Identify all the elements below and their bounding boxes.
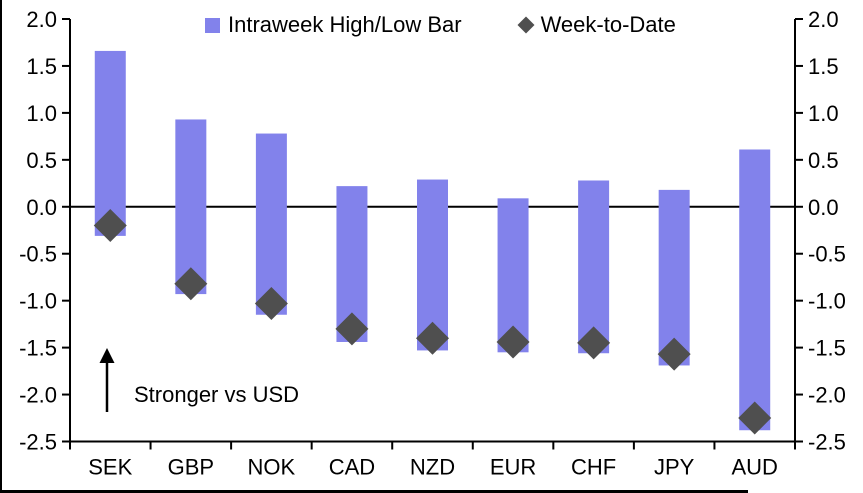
diamond-marker-icon <box>517 16 535 34</box>
annotation-stronger-vs-usd: Stronger vs USD <box>96 348 299 414</box>
y-tick-label-left: -1.0 <box>19 289 57 314</box>
frame-left-border <box>0 0 2 493</box>
bar-SEK <box>94 50 126 236</box>
x-category-label-CAD: CAD <box>329 455 375 480</box>
y-tick-label-left: -2.0 <box>19 383 57 408</box>
y-tick-label-left: 1.5 <box>26 54 57 79</box>
x-category-label-JPY: JPY <box>654 455 695 480</box>
marker-SEK <box>93 209 127 243</box>
y-tick-label-right: 0.0 <box>808 195 839 220</box>
bar-AUD <box>739 149 771 431</box>
marker-JPY <box>657 337 691 371</box>
bar-NOK <box>255 133 287 315</box>
x-category-label-CHF: CHF <box>571 455 616 480</box>
bar-CHF <box>578 180 610 354</box>
x-category-label-SEK: SEK <box>88 455 132 480</box>
y-tick-label-right: -1.0 <box>808 289 846 314</box>
marker-NOK <box>254 286 288 320</box>
y-tick-label-right: 1.0 <box>808 101 839 126</box>
marker-CHF <box>577 326 611 360</box>
legend-label-week-to-date: Week-to-Date <box>540 12 676 37</box>
annotation-text: Stronger vs USD <box>134 382 300 407</box>
marker-NZD <box>416 321 449 355</box>
y-tick-label-left: 2.0 <box>26 7 57 32</box>
x-category-label-EUR: EUR <box>490 455 536 480</box>
y-tick-label-right: -2.0 <box>808 383 846 408</box>
marker-EUR <box>496 325 530 359</box>
x-category-label-NOK: NOK <box>248 455 296 480</box>
y-tick-label-left: -2.5 <box>19 430 57 455</box>
y-tick-label-right: -1.5 <box>808 336 846 361</box>
y-tick-label-left: 0.0 <box>26 195 57 220</box>
marker-GBP <box>174 267 208 301</box>
bar-JPY <box>658 189 690 366</box>
y-tick-label-left: -1.5 <box>19 336 57 361</box>
x-category-label-GBP: GBP <box>168 455 214 480</box>
legend: Intraweek High/Low Bar Week-to-Date <box>205 9 676 41</box>
bar-swatch-icon <box>205 17 220 33</box>
x-category-label-AUD: AUD <box>731 455 777 480</box>
legend-item-week-to-date: Week-to-Date <box>517 12 676 38</box>
marker-AUD <box>738 401 772 435</box>
y-tick-label-right: -0.5 <box>808 242 846 267</box>
y-tick-label-left: 1.0 <box>26 101 57 126</box>
y-tick-label-left: 0.5 <box>26 148 57 173</box>
legend-item-intraweek-bar: Intraweek High/Low Bar <box>205 12 462 38</box>
y-tick-label-right: 0.5 <box>808 148 839 173</box>
legend-label-intraweek-bar: Intraweek High/Low Bar <box>228 12 462 37</box>
up-arrow-icon <box>99 348 115 412</box>
y-tick-label-right: 1.5 <box>808 54 839 79</box>
bar-GBP <box>175 119 207 295</box>
y-tick-label-left: -0.5 <box>19 242 57 267</box>
y-tick-label-right: -2.5 <box>808 430 846 455</box>
marker-CAD <box>335 312 369 346</box>
y-tick-label-right: 2.0 <box>808 7 839 32</box>
x-category-label-NZD: NZD <box>410 455 455 480</box>
frame-bottom-border <box>0 490 748 493</box>
